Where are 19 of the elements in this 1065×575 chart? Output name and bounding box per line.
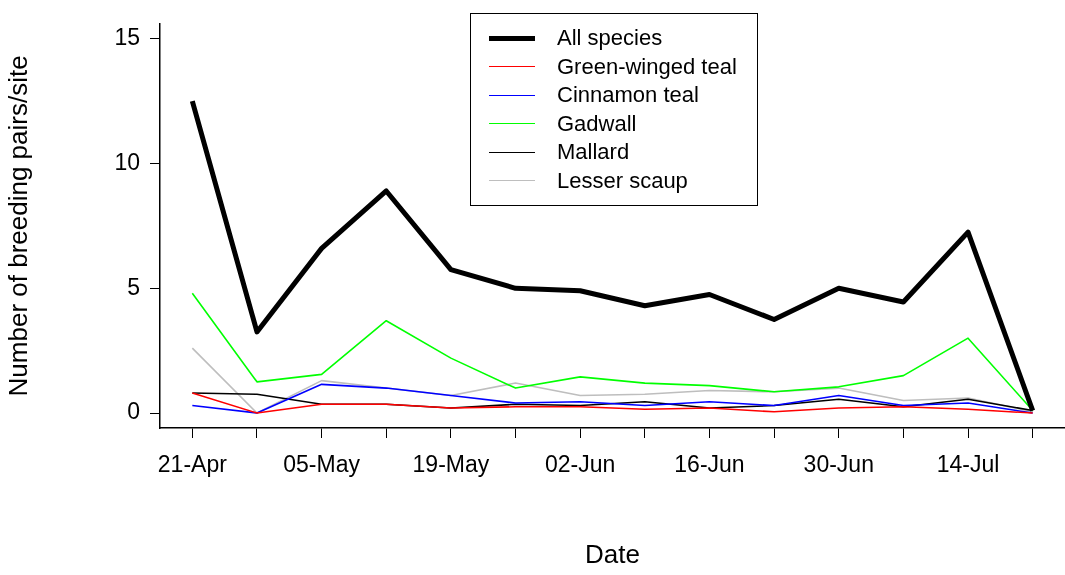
y-tick-label: 0 [127,398,140,425]
y-tick-label: 10 [114,148,140,175]
x-tick-label: 05-May [283,451,361,478]
x-tick-label: 16-Jun [674,451,745,478]
legend-label: Green-winged teal [557,53,737,80]
legend-label: Cinnamon teal [557,82,699,109]
legend-label: Mallard [557,139,630,166]
legend-label: Lesser scaup [557,167,688,194]
x-tick-label: 19-May [412,451,490,478]
x-tick-label: 14-Jul [936,451,1000,478]
y-tick-label: 5 [127,273,140,300]
y-tick-label: 15 [114,24,140,51]
y-axis-title: Number of breeding pairs/site [2,55,33,397]
x-tick-label: 02-Jun [545,451,616,478]
legend-label: All species [557,25,663,52]
x-tick-label: 30-Jun [803,451,874,478]
x-axis-title: Date [585,538,640,569]
legend-label: Gadwall [557,110,637,137]
x-tick-label: 21-Apr [157,451,228,478]
